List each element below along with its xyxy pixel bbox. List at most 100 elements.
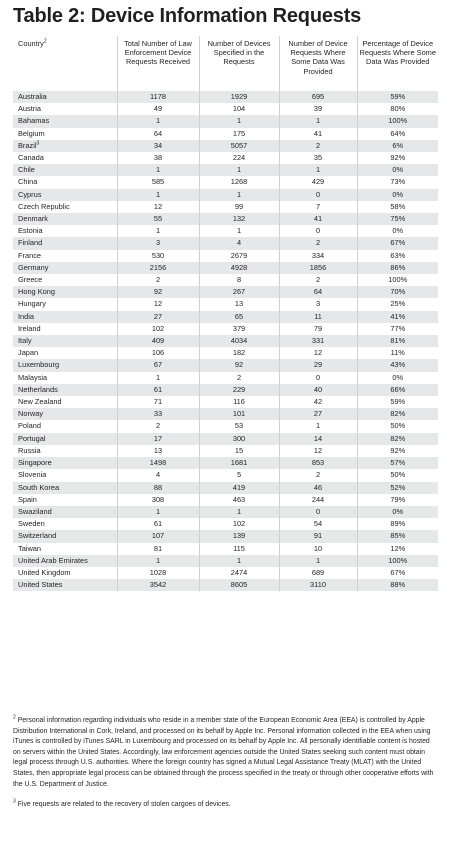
data-provided-cell: 331 — [278, 335, 357, 348]
data-provided-cell: 0 — [278, 225, 357, 238]
percentage-cell: 59% — [356, 396, 438, 409]
devices-specified-cell: 99 — [198, 200, 279, 214]
data-provided-cell: 11 — [278, 310, 357, 323]
country-cell: Taiwan — [13, 542, 117, 555]
devices-specified-cell: 65 — [198, 310, 279, 323]
percentage-cell: 85% — [356, 530, 438, 543]
country-cell: Cyprus — [13, 188, 117, 201]
total-requests-cell: 1 — [116, 505, 199, 519]
percentage-cell: 89% — [356, 518, 438, 531]
devices-specified-cell: 101 — [198, 408, 279, 421]
data-provided-cell: 1 — [278, 554, 357, 567]
country-cell: Italy — [13, 335, 117, 348]
country-cell: Bahamas — [13, 115, 117, 128]
country-cell: France — [13, 249, 117, 262]
footnote-marker: 2 — [13, 714, 16, 721]
devices-specified-cell: 1681 — [198, 457, 279, 470]
devices-specified-cell: 224 — [198, 152, 279, 165]
total-requests-cell: 1 — [116, 164, 199, 177]
table-header-row: Country2 Total Number of Law Enforcement… — [13, 36, 438, 91]
percentage-cell: 50% — [356, 469, 438, 482]
table-row: Denmark 55 132 41 75% — [13, 213, 438, 226]
country-cell: Malaysia — [13, 371, 117, 384]
percentage-cell: 58% — [356, 200, 438, 214]
table-row: Portugal 17 300 14 82% — [13, 432, 438, 445]
devices-specified-cell: 13 — [198, 298, 279, 311]
table-row: South Korea 88 419 46 52% — [13, 481, 438, 494]
percentage-cell: 12% — [356, 542, 438, 555]
devices-specified-cell: 8605 — [198, 579, 279, 592]
data-provided-cell: 12 — [278, 444, 357, 458]
total-requests-cell: 49 — [116, 103, 199, 116]
country-cell: India — [13, 310, 117, 323]
total-requests-cell: 1 — [116, 371, 199, 384]
percentage-cell: 52% — [356, 481, 438, 494]
percentage-cell: 75% — [356, 213, 438, 226]
table-row: New Zealand 71 116 42 59% — [13, 396, 438, 409]
total-requests-cell: 2156 — [116, 261, 199, 275]
data-provided-cell: 79 — [278, 322, 357, 336]
total-requests-cell: 1 — [116, 554, 199, 567]
total-requests-cell: 1 — [116, 115, 199, 128]
country-cell: Poland — [13, 420, 117, 433]
devices-specified-cell: 4 — [198, 237, 279, 250]
total-requests-cell: 1498 — [116, 457, 199, 470]
table-row: Bahamas 1 1 1 100% — [13, 115, 438, 128]
data-provided-cell: 41 — [278, 213, 357, 226]
percentage-cell: 0% — [356, 188, 438, 201]
devices-specified-cell: 2474 — [198, 566, 279, 580]
country-cell: Ireland — [13, 322, 117, 336]
country-cell: Sweden — [13, 518, 117, 531]
percentage-cell: 100% — [356, 115, 438, 128]
footnote-text: Five requests are related to the recover… — [17, 801, 231, 809]
percentage-cell: 0% — [356, 505, 438, 519]
devices-specified-cell: 267 — [198, 286, 279, 299]
table-row: Singapore 1498 1681 853 57% — [13, 457, 438, 470]
percentage-cell: 88% — [356, 579, 438, 592]
data-provided-cell: 689 — [278, 566, 357, 580]
table-row: Brazil3 34 5057 2 6% — [13, 139, 438, 153]
table-row: China 585 1268 429 73% — [13, 176, 438, 189]
total-requests-cell: 33 — [116, 408, 199, 421]
data-provided-cell: 695 — [278, 91, 357, 104]
country-cell: Finland — [13, 237, 117, 250]
country-cell: Brazil3 — [13, 139, 117, 153]
data-provided-cell: 91 — [278, 530, 357, 543]
page-title: Table 2: Device Information Requests — [13, 5, 362, 27]
percentage-cell: 0% — [356, 225, 438, 238]
data-provided-cell: 46 — [278, 481, 357, 494]
total-requests-cell: 3542 — [116, 579, 199, 592]
total-requests-cell: 67 — [116, 359, 199, 372]
total-requests-cell: 409 — [116, 335, 199, 348]
table-row: United Arab Emirates 1 1 1 100% — [13, 554, 438, 567]
country-cell: Hungary — [13, 298, 117, 311]
table-row: Poland 2 53 1 50% — [13, 420, 438, 433]
table-row: Czech Republic 12 99 7 58% — [13, 200, 438, 214]
percentage-cell: 25% — [356, 298, 438, 311]
table-row: Greece 2 8 2 100% — [13, 274, 438, 287]
country-cell: Belgium — [13, 127, 117, 140]
devices-specified-cell: 102 — [198, 518, 279, 531]
footnote-text: Personal information regarding individua… — [13, 717, 434, 788]
total-requests-cell: 102 — [116, 322, 199, 336]
percentage-cell: 0% — [356, 371, 438, 384]
table-body: Australia 1178 1929 695 59% Austria 49 104 39 80%… — [13, 91, 438, 592]
total-requests-cell: 3 — [116, 237, 199, 250]
country-cell: Australia — [13, 91, 117, 104]
total-requests-cell: 92 — [116, 286, 199, 299]
data-provided-cell: 2 — [278, 139, 357, 153]
total-requests-cell: 13 — [116, 444, 199, 458]
country-cell: Spain — [13, 493, 117, 506]
data-provided-cell: 27 — [278, 408, 357, 421]
country-cell: Swaziland — [13, 505, 117, 519]
percentage-cell: 70% — [356, 286, 438, 299]
table-row: Chile 1 1 1 0% — [13, 164, 438, 177]
percentage-cell: 63% — [356, 249, 438, 262]
total-requests-cell: 12 — [116, 298, 199, 311]
table-row: Switzerland 107 139 91 85% — [13, 530, 438, 543]
data-provided-cell: 853 — [278, 457, 357, 470]
devices-specified-cell: 1 — [198, 115, 279, 128]
data-provided-cell: 42 — [278, 396, 357, 409]
data-provided-cell: 39 — [278, 103, 357, 116]
data-provided-cell: 1 — [278, 115, 357, 128]
